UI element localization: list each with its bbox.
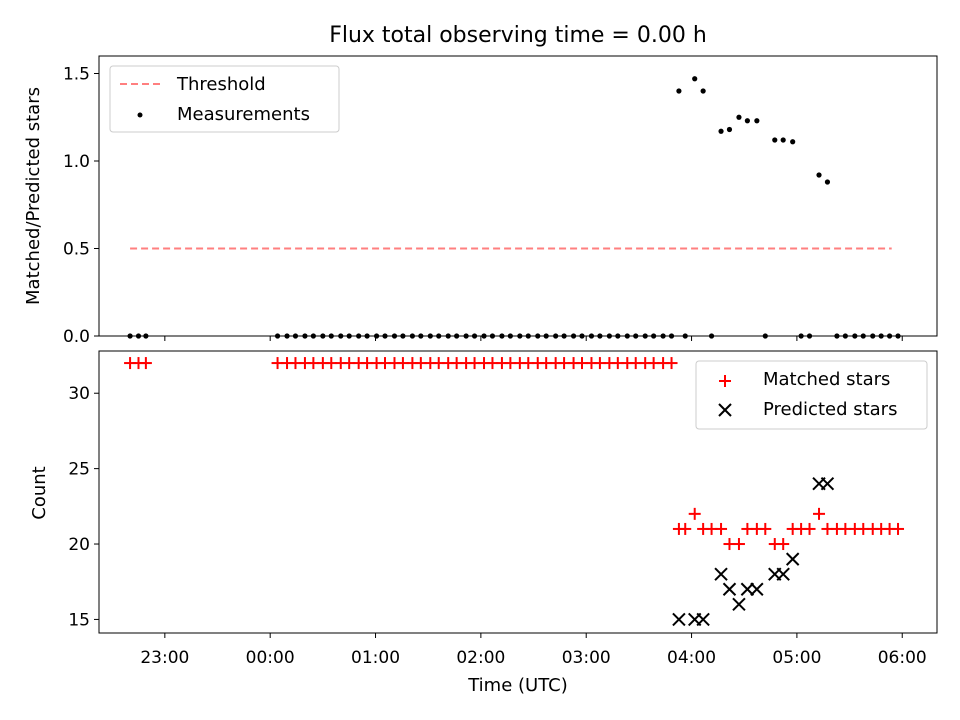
top-legend: Threshold Measurements [109,65,340,133]
measurement-point [736,114,742,120]
top-y-tick-label: 0.5 [63,240,90,260]
predicted-star-point [776,567,790,581]
matched-star-point [732,538,745,551]
bottom-y-tick-label: 25 [68,460,90,480]
top-y-tick-label: 1.0 [63,152,90,172]
predicted-star-point [820,476,835,491]
legend-matched-label: Matched stars [763,369,890,390]
measurement-point [816,172,822,178]
x-tick-label: 05:00 [772,648,821,668]
x-tick-label: 01:00 [351,648,400,668]
measurement-point [726,126,733,133]
matched-star-point [139,357,152,370]
x-tick-label: 06:00 [878,648,927,668]
bottom-x-ticks: 23:00 00:00 01:00 02:00 03:00 04:00 05:00 06:00 [140,633,927,668]
matched-star-point [803,522,816,535]
measurement-point [718,128,724,134]
measurement-point [824,179,831,185]
matched-star-point [892,522,905,535]
x-tick-label: 02:00 [456,648,505,668]
bottom-y-ticks: 15 20 25 30 [68,384,99,630]
top-x-ticks [164,336,903,341]
bottom-legend: Matched stars Predicted stars [695,360,928,430]
top-axes-frame [98,55,938,337]
measurement-point [790,139,796,145]
measurement-point [692,76,698,82]
predicted-star-point [714,567,728,581]
measurement-point [780,137,786,143]
predicted-star-point [672,612,686,627]
predicted-star-point [740,582,755,596]
measurement-point [754,118,760,124]
measurement-point [676,88,682,94]
matched-star-point [777,538,790,551]
bottom-y-tick-label: 30 [68,384,90,404]
matched-star-point [665,357,678,370]
legend-predicted-marker [718,403,732,417]
predicted-star-point [696,612,710,627]
legend-threshold-label: Threshold [176,74,266,95]
legend-measurements-label: Measurements [177,104,310,125]
matched-star-point [759,522,772,535]
predicted-star-point [785,552,800,566]
predicted-star-point [750,582,764,596]
measurement-point [700,88,706,94]
legend-predicted-label: Predicted stars [763,399,897,420]
bottom-panel: 15 20 25 30 23:00 00:00 01:00 02:00 03:00 04:00 0… [29,350,938,696]
x-tick-label: 00:00 [246,648,295,668]
matched-star-point [679,522,692,535]
top-legend-box [109,65,340,133]
legend-measurements-marker [137,112,143,118]
x-tick-label: 03:00 [562,648,611,668]
bottom-y-tick-label: 20 [68,535,90,555]
legend-matched-marker [719,375,731,387]
top-y-axis-label: Matched/Predicted stars [23,87,44,305]
bottom-plot-area [124,357,905,627]
x-axis-label: Time (UTC) [467,675,568,696]
measurement-point [772,137,778,143]
top-y-tick-label: 0.0 [63,327,90,347]
matched-star-point [715,522,728,535]
bottom-legend-box [695,360,928,430]
bottom-y-axis-label: Count [29,466,50,519]
top-y-ticks: 0.0 0.5 1.0 1.5 [63,65,99,347]
top-panel: 0.0 0.5 1.0 1.5 Matched/Predicted stars Thr… [23,55,938,347]
matched-star-point [688,507,701,520]
bottom-y-tick-label: 15 [68,610,90,630]
chart-title: Flux total observing time = 0.00 h [329,23,707,48]
predicted-star-point [722,582,737,596]
x-tick-label: 23:00 [140,648,189,668]
x-tick-label: 04:00 [667,648,716,668]
predicted-star-point [732,597,746,612]
measurement-point [744,118,750,124]
top-y-tick-label: 1.5 [63,65,90,85]
bottom-axes-frame [98,350,938,634]
matched-star-point [813,507,826,520]
